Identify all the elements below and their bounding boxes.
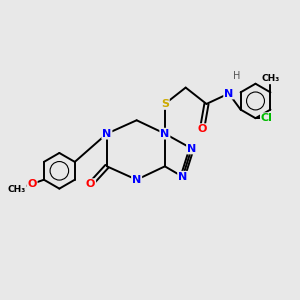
Text: CH₃: CH₃	[8, 185, 26, 194]
Text: CH₃: CH₃	[261, 74, 280, 83]
Text: N: N	[178, 172, 187, 182]
Text: N: N	[187, 143, 196, 154]
Text: Cl: Cl	[261, 113, 273, 123]
Text: O: O	[27, 179, 37, 189]
Text: N: N	[102, 129, 112, 139]
Text: O: O	[197, 124, 207, 134]
Text: S: S	[161, 99, 169, 109]
Text: N: N	[160, 129, 170, 139]
Text: N: N	[224, 88, 233, 98]
Text: H: H	[232, 71, 240, 81]
Text: O: O	[86, 179, 95, 189]
Text: N: N	[132, 175, 141, 185]
